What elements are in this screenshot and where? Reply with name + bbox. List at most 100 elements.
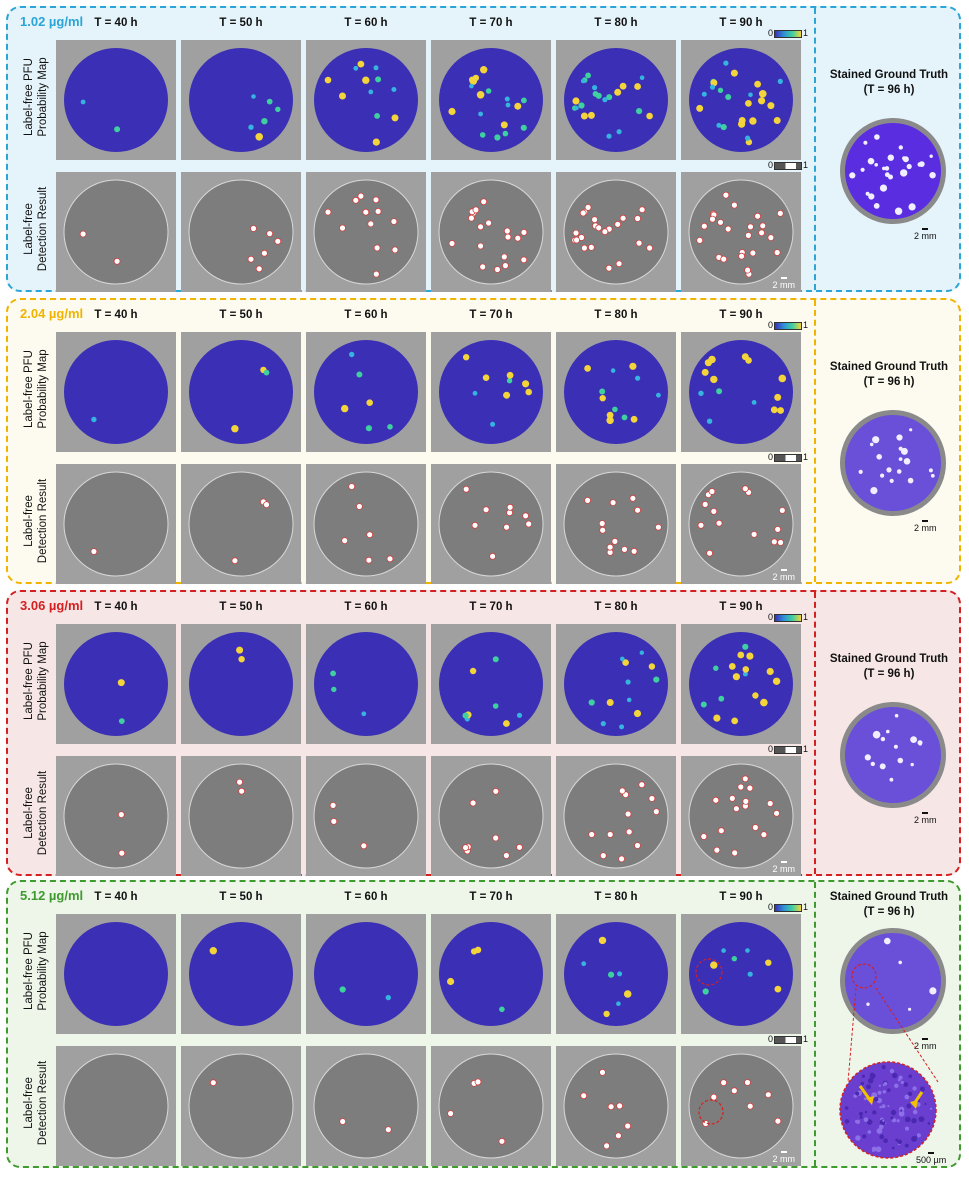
stained-plaque bbox=[887, 154, 894, 161]
plaque-spot bbox=[585, 72, 591, 79]
plaque-spot bbox=[375, 76, 382, 83]
plaque-spot bbox=[238, 656, 245, 663]
detection-tile bbox=[556, 756, 676, 876]
detected-plaque bbox=[724, 225, 732, 233]
detected-plaque bbox=[236, 778, 243, 786]
ground-truth-title: Stained Ground Truth (T = 96 h) bbox=[814, 890, 964, 920]
detected-plaque bbox=[372, 196, 380, 204]
detected-plaque bbox=[477, 242, 484, 250]
texture-dot bbox=[919, 1086, 925, 1092]
plaque-spot bbox=[766, 667, 774, 676]
texture-dot bbox=[882, 1119, 885, 1122]
detected-plaque bbox=[238, 787, 245, 795]
texture-dot bbox=[911, 1118, 917, 1124]
plaque-spot bbox=[503, 391, 511, 399]
detected-plaque bbox=[605, 264, 613, 272]
stained-plaque bbox=[884, 937, 891, 945]
colorbar-min: 0 bbox=[768, 902, 774, 912]
row-label-detection: Label-free Detection Result bbox=[22, 164, 52, 294]
stained-plaque bbox=[896, 434, 903, 441]
scale-bar-line bbox=[922, 812, 929, 814]
detected-plaque bbox=[462, 485, 470, 493]
probability-tile bbox=[306, 914, 426, 1034]
detected-plaque bbox=[778, 507, 786, 514]
plaque-spot bbox=[362, 76, 370, 84]
dish bbox=[563, 471, 669, 577]
plaque-spot bbox=[506, 371, 514, 379]
plaque-spot bbox=[472, 74, 480, 82]
plaque-spot bbox=[731, 956, 737, 962]
time-label: T = 80 h bbox=[594, 309, 638, 321]
texture-dot bbox=[859, 1115, 863, 1119]
texture-dot bbox=[872, 1110, 877, 1115]
plaque-spot bbox=[621, 414, 628, 421]
colorbar-max: 1 bbox=[803, 1034, 809, 1044]
plaque-spot bbox=[774, 393, 782, 401]
dish bbox=[314, 922, 418, 1026]
texture-dot bbox=[881, 1065, 886, 1070]
detected-plaque bbox=[339, 1118, 347, 1125]
detection-tile bbox=[56, 172, 176, 292]
probability-tile bbox=[681, 624, 801, 744]
detected-plaque bbox=[595, 224, 603, 232]
detected-plaque bbox=[503, 523, 510, 531]
detected-plaque bbox=[468, 214, 475, 222]
texture-dot bbox=[900, 1109, 903, 1112]
detected-plaque bbox=[754, 212, 761, 220]
zoom-scale-bar: 500 µm bbox=[916, 1152, 946, 1165]
detected-plaque bbox=[469, 799, 477, 807]
detected-plaque bbox=[598, 520, 606, 527]
plaque-spot bbox=[365, 425, 372, 432]
plaque-spot bbox=[114, 126, 121, 133]
plaque-spot bbox=[572, 97, 580, 105]
dish bbox=[188, 763, 294, 869]
texture-dot bbox=[867, 1130, 872, 1134]
plaque-spot bbox=[773, 117, 781, 124]
scale-bar-line bbox=[922, 520, 929, 522]
plaque-spot bbox=[746, 652, 754, 660]
dish bbox=[439, 48, 543, 152]
plaque-spot bbox=[588, 699, 595, 706]
detected-plaque bbox=[744, 266, 751, 274]
texture-dot bbox=[898, 1110, 905, 1117]
plaque-spot bbox=[717, 87, 724, 93]
detected-plaque bbox=[767, 234, 775, 241]
plaque-spot bbox=[341, 404, 349, 413]
plaque-spot bbox=[356, 371, 363, 378]
plaque-spot bbox=[599, 395, 606, 402]
texture-dot bbox=[890, 1116, 894, 1120]
row-label-line: Probability Map bbox=[37, 931, 49, 1011]
texture-dot bbox=[890, 1109, 897, 1116]
detected-plaque bbox=[720, 255, 728, 263]
dish bbox=[439, 922, 543, 1026]
scale-bar-label: 2 mm bbox=[914, 231, 937, 241]
detected-plaque bbox=[250, 225, 257, 232]
plaque-spot bbox=[606, 94, 613, 101]
panel-divider bbox=[814, 8, 816, 290]
plaque-spot bbox=[617, 971, 623, 977]
detected-plaque bbox=[506, 503, 514, 511]
stained-plaque bbox=[909, 428, 913, 432]
detection-tile bbox=[431, 756, 551, 876]
plaque-spot bbox=[710, 375, 718, 384]
texture-dot bbox=[870, 1072, 874, 1077]
ground-truth-title-line: Stained Ground Truth bbox=[829, 361, 949, 373]
detected-plaque bbox=[572, 229, 580, 237]
stained-plaque bbox=[929, 154, 933, 158]
colorbar-max: 1 bbox=[803, 744, 809, 754]
plaque-spot bbox=[391, 114, 399, 122]
plaque-spot bbox=[581, 961, 587, 967]
detected-plaque bbox=[708, 488, 716, 495]
dish bbox=[689, 48, 793, 152]
colorbar-min: 0 bbox=[768, 28, 774, 38]
row-label-line: Label-free PFU bbox=[23, 642, 35, 720]
scale-bar-line bbox=[922, 228, 929, 230]
plaque-spot bbox=[656, 392, 661, 398]
probability-tile bbox=[556, 914, 676, 1034]
texture-dot bbox=[876, 1128, 883, 1134]
detection-tile bbox=[56, 1046, 176, 1166]
detected-plaque bbox=[503, 227, 511, 235]
dish bbox=[563, 179, 669, 285]
plaque-spot bbox=[716, 122, 722, 128]
